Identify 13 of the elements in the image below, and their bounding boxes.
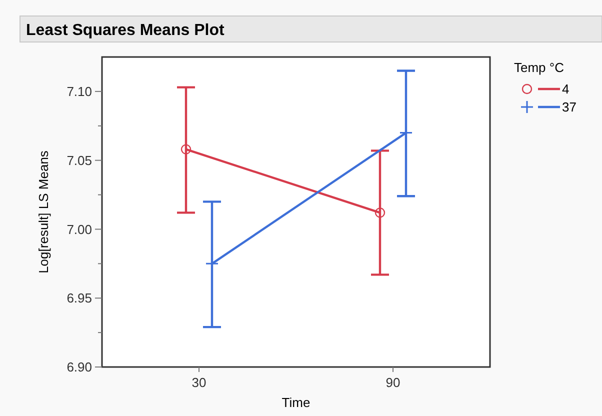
y-tick-label: 6.90	[66, 360, 92, 375]
x-tick-label: 90	[386, 375, 400, 390]
chart-title: Least Squares Means Plot	[26, 22, 225, 39]
legend-label: 4	[562, 82, 570, 97]
x-tick-label: 30	[192, 375, 206, 390]
y-tick-label: 6.95	[66, 290, 92, 306]
y-tick-label: 7.00	[66, 222, 92, 237]
x-axis-title: Time	[282, 395, 310, 410]
y-tick-label: 7.10	[66, 84, 92, 99]
y-axis-title: Log[result] LS Means	[36, 150, 51, 274]
y-tick-label: 7.05	[66, 152, 92, 168]
legend-title: Temp °C	[514, 60, 564, 75]
legend-label: 37	[562, 100, 576, 115]
